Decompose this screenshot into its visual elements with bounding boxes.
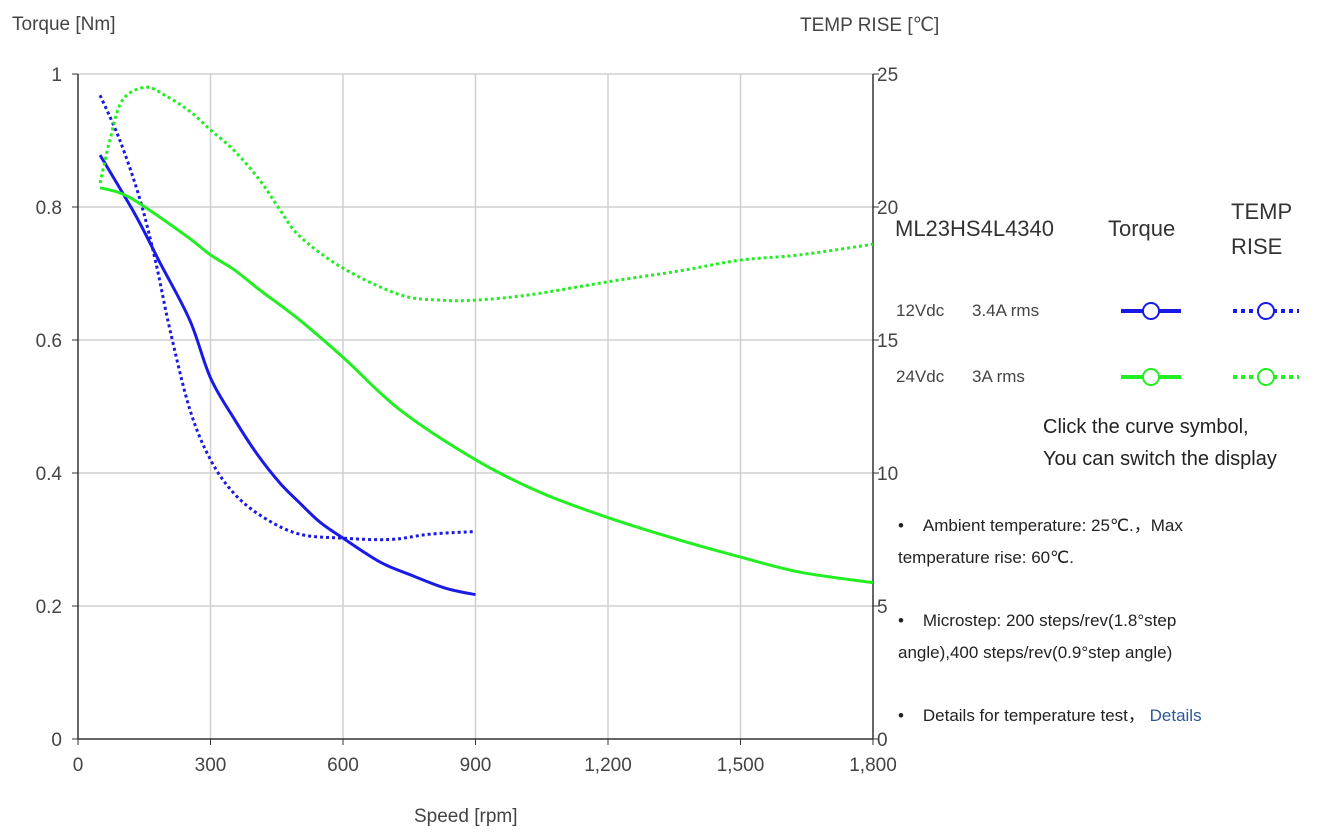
x-axis-title: Speed [rpm] — [414, 806, 518, 827]
y-tick-label: 0.8 — [36, 198, 62, 219]
note-details: • Details for temperature test， Details — [898, 700, 1202, 732]
y-tick-label: 0.2 — [36, 597, 62, 618]
y-axis-title: Torque [Nm] — [12, 14, 116, 35]
series-line-24vdc-3a-rms-torque — [99, 186, 874, 585]
note-microstep-line-2: angle),400 steps/rev(0.9°step angle) — [898, 643, 1173, 662]
x-tick-label: 600 — [327, 755, 359, 776]
legend-24v-torque-symbol[interactable] — [1118, 366, 1184, 388]
legend-col-temp-2: RISE — [1231, 234, 1283, 259]
y2-tick-label: 0 — [877, 730, 888, 751]
legend-row-12v-voltage: 12Vdc — [896, 301, 945, 320]
bullet: • — [898, 706, 904, 725]
legend-row-24v-current: 3A rms — [972, 367, 1025, 386]
y2-tick-label: 20 — [877, 198, 898, 219]
series-line-12vdc-3-4a-rms-torque — [98, 154, 476, 597]
y2-tick-label: 25 — [877, 65, 898, 86]
legend-12v-temp-symbol[interactable] — [1230, 300, 1302, 322]
x-tick-label: 1,800 — [849, 755, 897, 776]
note-details-text: Details for temperature test， — [922, 706, 1145, 725]
legend-col-temp-1: TEMP — [1231, 199, 1293, 224]
y2-tick-label: 10 — [877, 464, 898, 485]
y2-tick-label: 15 — [877, 331, 898, 352]
x-tick-label: 900 — [460, 755, 492, 776]
bullet: • — [898, 516, 904, 535]
legend-hint-1: Click the curve symbol, — [1043, 416, 1249, 438]
details-link[interactable]: Details — [1149, 706, 1202, 725]
legend-model: ML23HS4L4340 — [895, 216, 1055, 241]
x-tick-label: 0 — [73, 755, 84, 776]
series-line-24vdc-3a-rms-temp-rise — [98, 85, 874, 303]
note-microstep: • Microstep: 200 steps/rev(1.8°step angl… — [898, 605, 1176, 669]
x-tick-label: 300 — [195, 755, 227, 776]
note-microstep-line-1: Microstep: 200 steps/rev(1.8°step — [922, 611, 1177, 630]
y-tick-label: 0.6 — [36, 331, 62, 352]
legend-12v-torque-symbol[interactable] — [1118, 300, 1184, 322]
grid — [78, 73, 873, 739]
legend-hint-2: You can switch the display — [1043, 448, 1277, 470]
tick-labels: 0 300 600 900 1,200 1,500 1,80000.20.40.60.810… — [36, 65, 899, 776]
legend-24v-temp-symbol[interactable] — [1230, 366, 1302, 388]
legend-row-24v-voltage: 24Vdc — [896, 367, 945, 386]
note-ambient-line-2: temperature rise: 60℃. — [898, 548, 1074, 567]
y-tick-label: 1 — [51, 65, 62, 86]
note-ambient-line-1: Ambient temperature: 25℃.，Max — [922, 516, 1183, 535]
series-lines — [98, 85, 874, 597]
legend-col-torque: Torque — [1108, 216, 1176, 241]
series-line-12vdc-3-4a-rms-temp-rise — [98, 94, 476, 542]
y-tick-label: 0 — [51, 730, 62, 751]
axes — [72, 73, 879, 745]
note-ambient: • Ambient temperature: 25℃.，Max temperat… — [898, 510, 1183, 574]
x-tick-label: 1,200 — [584, 755, 632, 776]
y2-tick-label: 5 — [877, 597, 888, 618]
x-tick-label: 1,500 — [717, 755, 765, 776]
bullet: • — [898, 611, 904, 630]
y2-axis-title: TEMP RISE [℃] — [800, 15, 940, 36]
y-tick-label: 0.4 — [36, 464, 63, 485]
legend-row-12v-current: 3.4A rms — [972, 301, 1040, 320]
